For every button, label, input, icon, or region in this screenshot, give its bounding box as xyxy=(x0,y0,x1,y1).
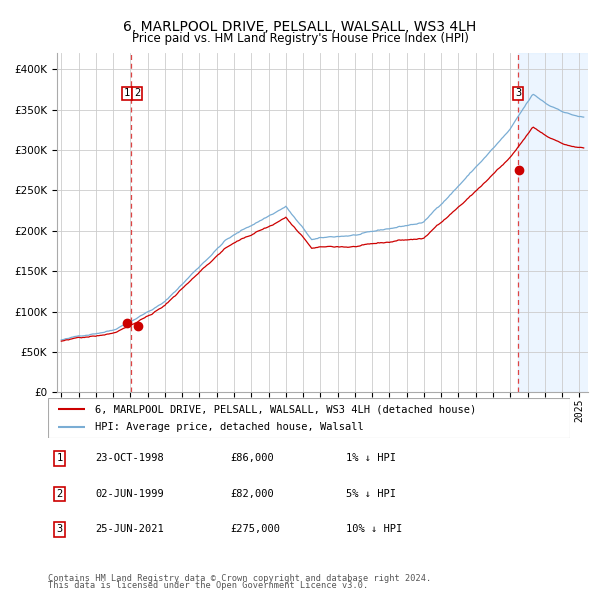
Text: 2: 2 xyxy=(56,489,62,499)
Text: 3: 3 xyxy=(56,525,62,534)
Bar xyxy=(518,53,600,392)
Text: Contains HM Land Registry data © Crown copyright and database right 2024.: Contains HM Land Registry data © Crown c… xyxy=(48,574,431,583)
Text: 25-JUN-2021: 25-JUN-2021 xyxy=(95,525,164,534)
Text: 3: 3 xyxy=(515,88,521,99)
Text: This data is licensed under the Open Government Licence v3.0.: This data is licensed under the Open Gov… xyxy=(48,581,368,590)
Text: £275,000: £275,000 xyxy=(230,525,281,534)
Text: 1: 1 xyxy=(124,88,130,99)
Text: 5% ↓ HPI: 5% ↓ HPI xyxy=(346,489,395,499)
Text: 1: 1 xyxy=(56,454,62,463)
Text: £86,000: £86,000 xyxy=(230,454,274,463)
Text: 10% ↓ HPI: 10% ↓ HPI xyxy=(346,525,402,534)
Text: 6, MARLPOOL DRIVE, PELSALL, WALSALL, WS3 4LH (detached house): 6, MARLPOOL DRIVE, PELSALL, WALSALL, WS3… xyxy=(95,405,476,415)
Text: £82,000: £82,000 xyxy=(230,489,274,499)
Text: 02-JUN-1999: 02-JUN-1999 xyxy=(95,489,164,499)
Text: 1% ↓ HPI: 1% ↓ HPI xyxy=(346,454,395,463)
Text: Price paid vs. HM Land Registry's House Price Index (HPI): Price paid vs. HM Land Registry's House … xyxy=(131,32,469,45)
Text: 2: 2 xyxy=(134,88,140,99)
Text: 6, MARLPOOL DRIVE, PELSALL, WALSALL, WS3 4LH: 6, MARLPOOL DRIVE, PELSALL, WALSALL, WS3… xyxy=(124,20,476,34)
Text: HPI: Average price, detached house, Walsall: HPI: Average price, detached house, Wals… xyxy=(95,422,364,432)
Text: 23-OCT-1998: 23-OCT-1998 xyxy=(95,454,164,463)
